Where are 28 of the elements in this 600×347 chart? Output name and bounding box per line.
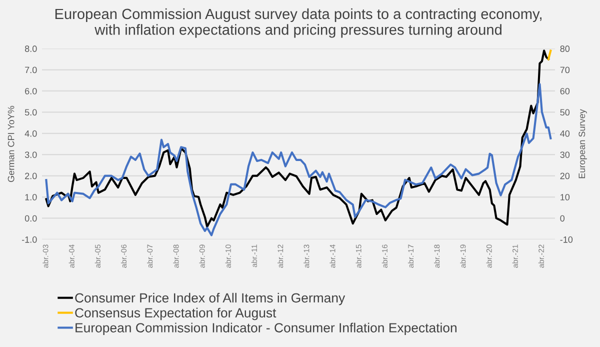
y2-tick-label: 40 (560, 130, 570, 137)
y-tick-label: 8.0 (24, 46, 37, 52)
y2-tick-label: 50 (560, 109, 570, 116)
y2-tick-label: 20 (560, 172, 570, 180)
y-tick-label: -1.0 (22, 236, 37, 243)
line-series (45, 83, 552, 236)
y2-tick-label: 80 (560, 46, 570, 52)
line-series (45, 50, 550, 228)
legend-label: Consumer Price Index of All Items in Germany (75, 292, 346, 306)
y2-tick-label: -10 (560, 236, 573, 243)
legend-label: Consensus Expectation for August (75, 308, 276, 320)
y-tick-label: 6.0 (25, 88, 37, 94)
y-tick-label: 7.0 (25, 66, 37, 74)
y-axis-title: German CPI YoY% (8, 106, 14, 182)
chart-title: European Commission August survey data points to a contracting economy, with inflation expectations and pricing pressures turning around (55, 8, 542, 38)
y-tick-label: 5.0 (24, 109, 37, 116)
y-tick-label: 4.0 (24, 130, 37, 137)
y2-tick-label: 60 (560, 88, 570, 94)
y-tick-label: 3.0 (24, 152, 37, 158)
y2-tick-label: 10 (560, 194, 570, 200)
y-tick-label: 2.0 (25, 172, 37, 180)
y2-tick-label: 0 (560, 215, 565, 222)
legend-label: European Commission Indicator - Consumer Inflation Expectation (76, 322, 456, 336)
y-tick-label: 0.0 (24, 215, 37, 222)
y2-axis-title: European Survey (578, 109, 587, 178)
y-tick-label: 1.0 (25, 194, 37, 200)
y2-tick-label: 70 (560, 66, 570, 74)
y2-tick-label: 30 (560, 152, 570, 158)
